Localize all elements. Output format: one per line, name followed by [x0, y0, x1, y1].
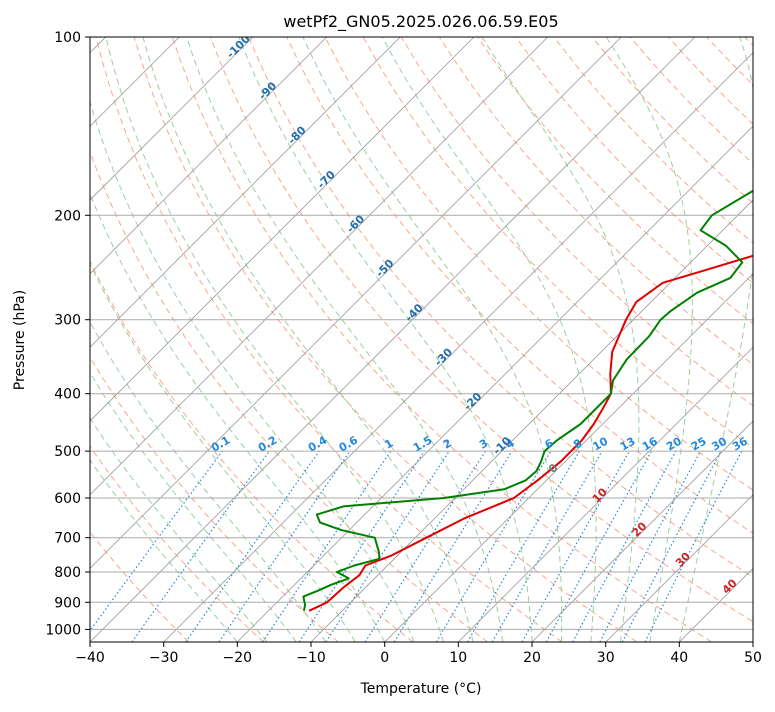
isotherm-line — [0, 37, 400, 642]
x-tick-label: −30 — [149, 650, 179, 666]
mixing-ratio-line — [546, 451, 651, 642]
isotherm-line — [0, 37, 327, 642]
mixing-ratio-line — [82, 451, 223, 642]
x-tick-label: 40 — [670, 650, 688, 666]
isotherm-line — [0, 37, 474, 642]
isotherm-label: -70 — [315, 168, 338, 191]
moist-adiabat — [46, 37, 384, 642]
mixing-ratio-line — [600, 451, 701, 642]
y-tick-label: 200 — [54, 208, 81, 224]
isotherm-line — [164, 37, 769, 642]
moist-adiabat — [74, 37, 414, 642]
isotherm-line — [532, 37, 775, 642]
dry-adiabat — [134, 37, 637, 642]
isotherm-label: 30 — [673, 549, 693, 569]
y-axis-label: Pressure (hPa) — [12, 290, 28, 390]
dry-adiabat — [745, 37, 775, 642]
mixing-ratio-label: 2 — [441, 437, 454, 452]
isotherms — [0, 37, 775, 642]
chart-title: wetPf2_GN05.2025.026.06.59.E05 — [283, 12, 558, 32]
y-tick-label: 700 — [54, 531, 81, 547]
mixing-ratio-line — [365, 451, 485, 642]
mixing-ratio-line — [263, 451, 391, 642]
x-tick-label: 20 — [523, 650, 541, 666]
y-tick-label: 800 — [54, 565, 81, 581]
mixing-ratio-line — [326, 451, 449, 642]
x-tick-label: 10 — [449, 650, 467, 666]
x-tick-label: 30 — [597, 650, 615, 666]
mixing-ratio-line — [219, 451, 350, 642]
y-tick-label: 300 — [54, 313, 81, 329]
isotherm-line — [16, 37, 621, 642]
y-tick-label: 1000 — [45, 622, 81, 638]
dry-adiabat — [0, 37, 264, 642]
dry-adiabat — [707, 37, 775, 642]
y-tick-label: 500 — [54, 444, 81, 460]
isotherm-line — [311, 37, 775, 642]
dry-adiabat — [478, 37, 775, 642]
moist-adiabat — [22, 37, 356, 642]
isotherm-line — [90, 37, 695, 642]
isotherm-label: -40 — [403, 301, 426, 324]
moist-adiabat — [239, 37, 532, 642]
y-tick-label: 400 — [54, 387, 81, 403]
isotherm-label: -90 — [256, 79, 279, 102]
dry-adiabat — [554, 37, 775, 642]
dry-adiabat — [0, 37, 189, 642]
moist-adiabat — [303, 37, 562, 642]
isotherm-label: 40 — [720, 576, 740, 596]
x-tick-label: 0 — [380, 650, 389, 666]
isotherm-line — [679, 37, 775, 642]
x-tick-label: 50 — [744, 650, 762, 666]
mixing-ratio-line — [468, 451, 580, 642]
moist-adiabat — [187, 37, 503, 642]
moist-adiabat — [0, 37, 237, 642]
dry-adiabat — [20, 37, 413, 642]
x-axis-label: Temperature (°C) — [360, 681, 482, 697]
x-axis: −40 −30 −20 −10 0 10 20 30 40 50 — [75, 642, 762, 666]
y-tick-label: 100 — [54, 30, 81, 46]
isotherm-label: -100 — [224, 32, 253, 61]
moist-adiabat — [143, 37, 473, 642]
isotherm-label: -30 — [432, 345, 455, 368]
isotherm-line — [753, 37, 775, 642]
isotherm-line — [0, 37, 253, 642]
y-axis: 100 200 300 400 500 600 700 800 900 1000 — [45, 30, 90, 638]
plot-frame — [90, 37, 753, 642]
isotherm-line — [237, 37, 775, 642]
mixing-ratio-line — [573, 451, 676, 642]
moist-adiabat — [0, 37, 326, 642]
dry-adiabats — [0, 37, 775, 642]
moist-adiabat — [606, 37, 692, 642]
isotherm-line — [0, 37, 548, 642]
x-tick-label: −40 — [75, 650, 105, 666]
mixing-ratio-line — [299, 451, 424, 642]
x-tick-label: −20 — [223, 650, 253, 666]
dry-adiabat — [58, 37, 488, 642]
isotherm-label: -20 — [461, 390, 484, 413]
x-tick-label: −10 — [296, 650, 326, 666]
moist-adiabat — [382, 37, 596, 642]
mixing-ratio-lines — [82, 451, 742, 642]
isotherm-label: 10 — [590, 485, 610, 505]
dry-adiabat — [0, 37, 338, 642]
y-tick-label: 600 — [54, 491, 81, 507]
isotherm-label: 20 — [629, 519, 649, 539]
y-tick-label: 900 — [54, 595, 81, 611]
